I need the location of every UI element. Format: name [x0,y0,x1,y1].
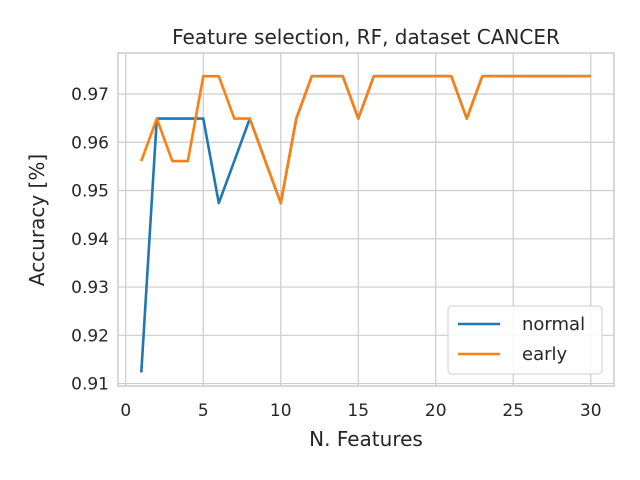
y-tick-label: 0.91 [71,375,109,395]
legend: normal early [447,305,603,375]
y-tick-label: 0.92 [71,326,109,346]
y-tick-label: 0.95 [71,182,109,202]
legend-label-early: early [522,344,568,365]
x-tick-label: 0 [120,401,131,421]
chart-title: Feature selection, RF, dataset CANCER [172,25,560,49]
series-line-early [140,74,591,205]
y-tick-label: 0.96 [71,133,109,153]
x-tick-label: 10 [270,401,292,421]
y-tick-labels: 0.91 0.92 0.93 0.94 0.95 0.96 0.97 [71,85,109,395]
x-tick-label: 5 [198,401,209,421]
y-tick-label: 0.97 [71,85,109,105]
x-tick-labels: 0 5 10 15 20 25 30 [120,401,601,421]
x-tick-label: 25 [502,401,524,421]
plot-frame [117,52,615,387]
y-tick-label: 0.93 [71,278,109,298]
x-tick-label: 30 [580,401,602,421]
y-tick-label: 0.94 [71,230,109,250]
legend-label-normal: normal [522,314,585,335]
x-tick-label: 20 [425,401,447,421]
series-layer [140,74,591,373]
x-tick-label: 15 [347,401,369,421]
x-axis-label: N. Features [309,427,423,451]
y-axis-label: Accuracy [%] [25,154,49,286]
